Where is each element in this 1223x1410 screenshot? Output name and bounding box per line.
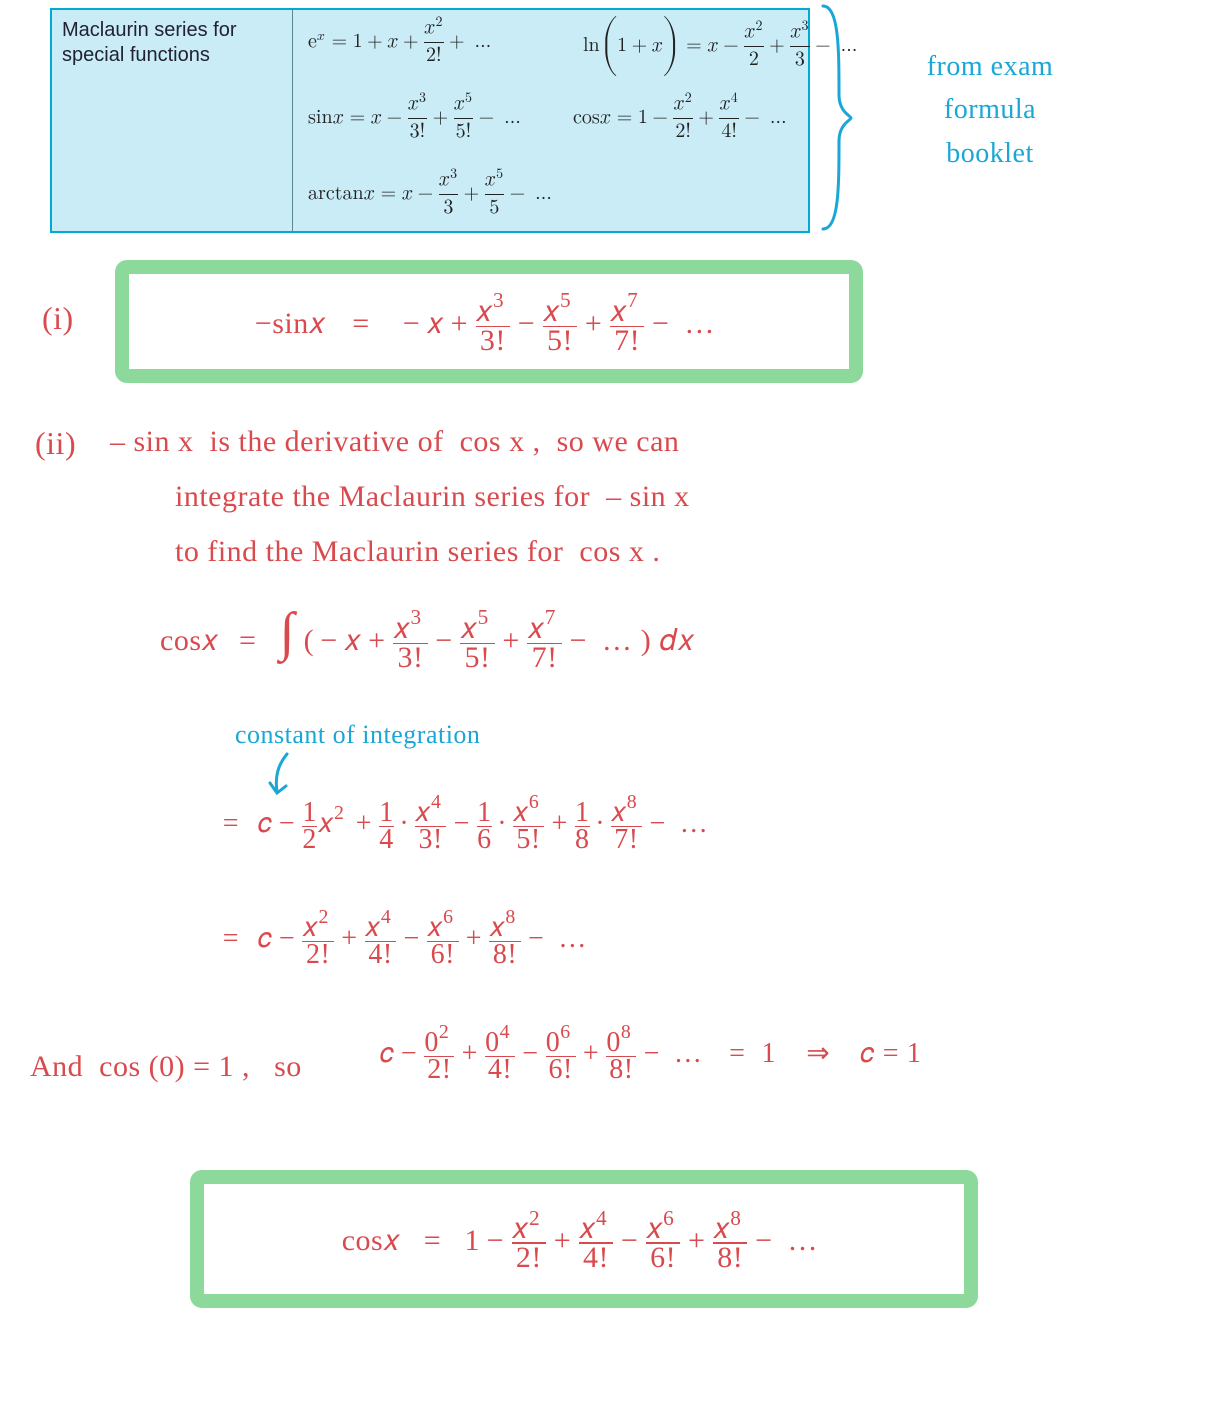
formula-booklet-box: Maclaurin series for special functions e… (50, 8, 810, 233)
ii-l1b: is the derivative of (210, 425, 444, 458)
brace-note-l3: booklet (946, 138, 1034, 169)
ii-l1d: so we can (557, 425, 680, 458)
ii-line-1: – sin x is the derivative of cos x , so … (110, 425, 679, 459)
label-part-i: (i) (42, 300, 74, 337)
ii-l3: to find the Maclaurin series for (175, 535, 563, 568)
answer-ii-equation: cos⁡x = 1− x22!+ x44!− x66!+ x88!−… (342, 1211, 827, 1268)
cos0-c: so (274, 1050, 302, 1083)
eq-solve-c: c− 022!+ 044!− 066!+ 088!−… =1 ⇒ c=1 (380, 1025, 921, 1078)
cos0-b: cos (0) = 1 , (99, 1050, 250, 1083)
booklet-caption-l1: Maclaurin series for (62, 19, 237, 41)
right-brace-icon (815, 0, 855, 235)
cos0-prefix: And cos (0) = 1 , so (30, 1050, 302, 1084)
formula-sin: sin⁡x= x− x33!+ x55!−… (308, 92, 526, 137)
ii-l1a: – sin x (110, 425, 194, 458)
formula-exp: ex= 1+x+ x22! +… (308, 16, 497, 61)
eq-integral: cos⁡x = ∫ ( −x+ x33!− x55!+ x77!−… ) dx (160, 610, 695, 667)
answer-box-ii: cos⁡x = 1− x22!+ x44!− x66!+ x88!−… (190, 1170, 978, 1308)
booklet-caption-l2: special functions (62, 44, 210, 66)
ii-l2b: – sin x (606, 480, 690, 513)
brace-annotation: from exam formula booklet (875, 45, 1105, 175)
ii-l1c: cos x , (460, 425, 541, 458)
booklet-formulas: ex= 1+x+ x22! +… ln⁡(1+x)= x− x22+ x33−…… (293, 10, 808, 231)
const-of-integration-note: constant of integration (235, 720, 480, 750)
answer-i-equation: −sin⁡x = −x+ x33!− x55!+ x77!−… (255, 293, 723, 350)
ii-line-3: to find the Maclaurin series for cos x . (175, 535, 660, 569)
brace-note-l1: from exam (927, 51, 1054, 82)
cos0-a: And (30, 1050, 83, 1083)
eq-integrated-simplified: = c− x22!+ x44!− x66!+ x88!−… (215, 910, 595, 963)
eq-integrated-raw: = c− 12x2+ 14· x43!− 16· x65!+ 18· x87!−… (215, 795, 716, 848)
ii-l3b: cos x . (579, 535, 660, 568)
ii-l2: integrate the Maclaurin series for (175, 480, 590, 513)
formula-cos: cos⁡x= 1− x22!+ x44!−… (573, 92, 792, 137)
booklet-caption: Maclaurin series for special functions (52, 10, 293, 231)
brace-note-l2: formula (944, 94, 1036, 125)
answer-box-i: −sin⁡x = −x+ x33!− x55!+ x77!−… (115, 260, 863, 383)
ii-line-2: integrate the Maclaurin series for – sin… (175, 480, 690, 514)
label-part-ii: (ii) (35, 425, 76, 462)
formula-arctan: arctan⁡x= x− x33+ x55−… (308, 168, 557, 213)
arrow-down-icon (265, 752, 295, 798)
